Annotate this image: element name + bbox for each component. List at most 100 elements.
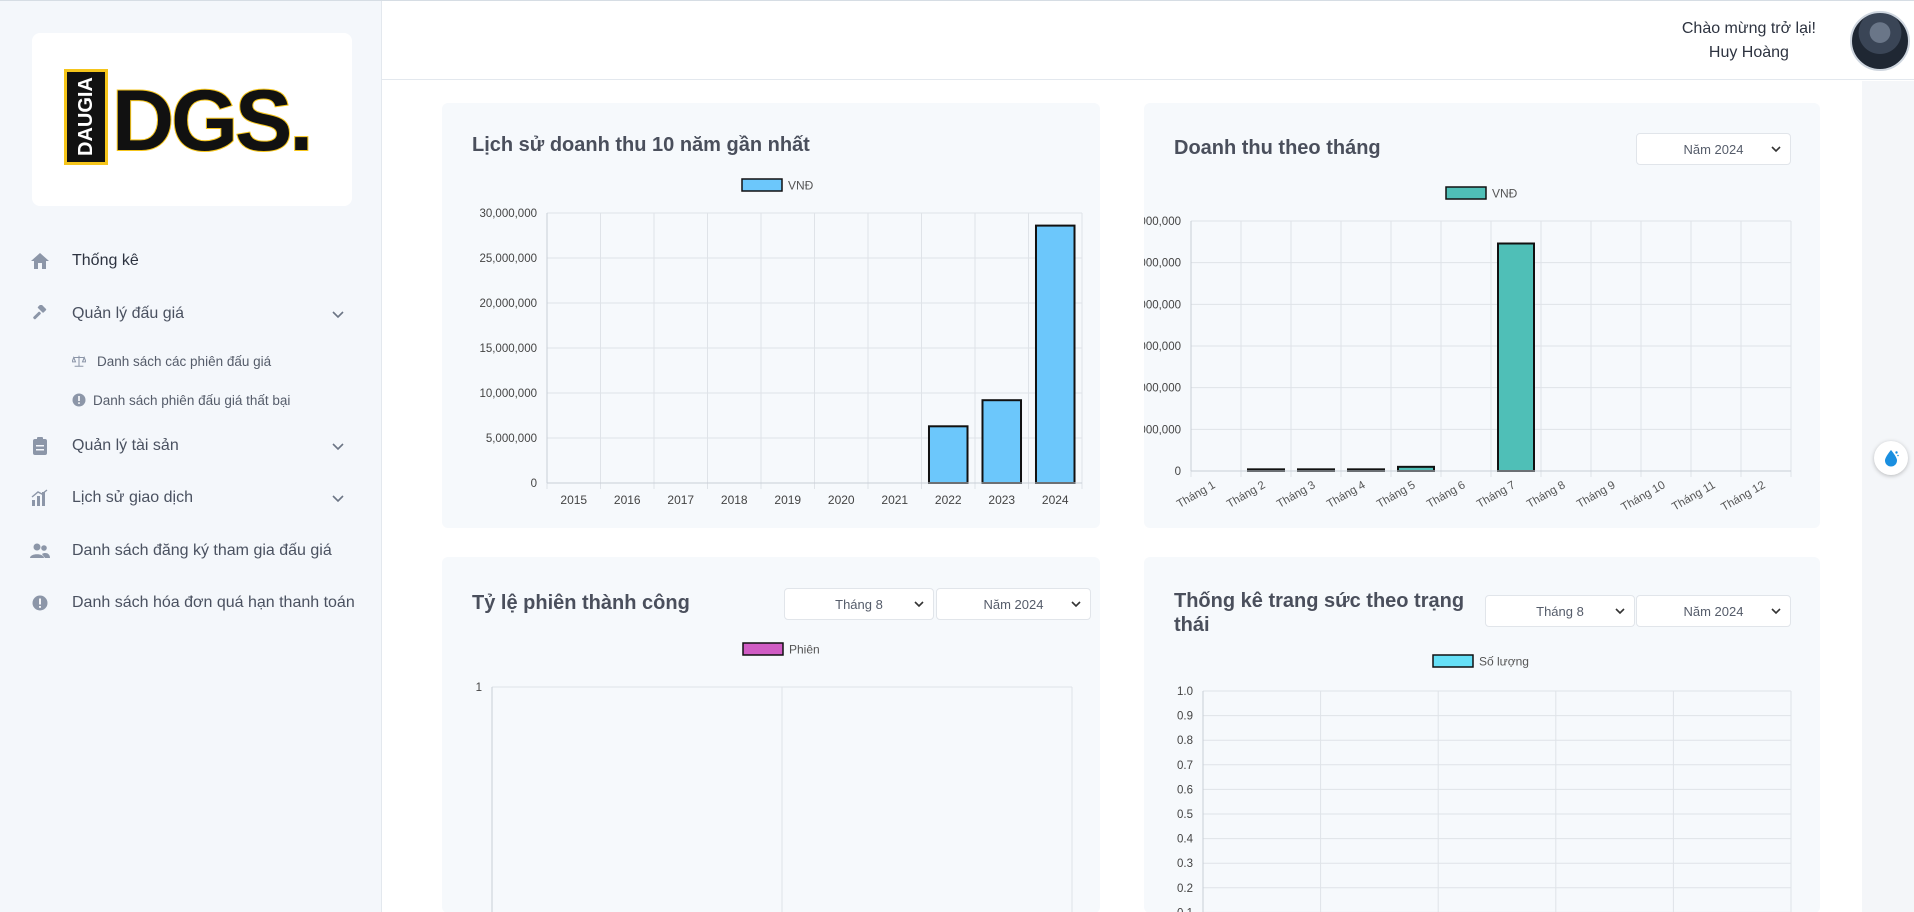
x-tick-label: 2022 [935, 493, 962, 507]
year-select-value: Năm 2024 [983, 596, 1044, 612]
users-icon [30, 541, 50, 561]
revenue-month-chart: VNĐ 0 5,000,000 10,000,000 15,000,000 20,000,… [1144, 186, 1792, 514]
year-select-value: Năm 2024 [1683, 141, 1744, 157]
sidebar-item-quan-ly-tai-san[interactable]: Quản lý tài sản [0, 426, 382, 466]
user-name: Huy Hoàng [1708, 44, 1789, 61]
chevron-down-icon[interactable] [330, 306, 346, 322]
sidebar-item-hoa-don-qua-han[interactable]: Danh sách hóa đơn quá hạn thanh toán [0, 583, 382, 623]
logo-card[interactable]: DAUGIA DGS. [32, 33, 352, 206]
x-tick-label: 2023 [988, 493, 1015, 507]
card-title: Lịch sử doanh thu 10 năm gần nhất [472, 134, 810, 156]
year-select[interactable]: Năm 2024 [1636, 133, 1791, 165]
chevron-down-icon [914, 601, 924, 608]
y-tick-label: 0.7 [1177, 760, 1193, 772]
card-title: Thống kê trang sức theo trạng thái [1174, 590, 1465, 636]
x-tick-label: Tháng 6 [1425, 479, 1468, 510]
y-tick-label: 0.2 [1177, 883, 1193, 895]
x-tick-label: Tháng 12 [1719, 479, 1767, 514]
y-tick-label: 0.4 [1177, 834, 1194, 846]
sidebar-item-label: Danh sách hóa đơn quá hạn thanh toán [72, 594, 355, 611]
card-title: Tỷ lệ phiên thành công [472, 592, 690, 614]
x-tick-label: Tháng 1 [1175, 479, 1218, 510]
top-header: Chào mừng trở lại! Huy Hoàng [382, 1, 1914, 80]
home-icon [30, 251, 50, 271]
x-tick-label: 2019 [774, 493, 801, 507]
user-greeting: Chào mừng trở lại! Huy Hoàng [1682, 17, 1816, 65]
clipboard-icon [30, 436, 50, 456]
bar [981, 399, 1023, 485]
sidebar-subitem-danh-sach-phien[interactable]: Danh sách các phiên đấu giá [0, 346, 382, 376]
sidebar-item-quan-ly-dau-gia[interactable]: Quản lý đấu giá [0, 294, 382, 334]
bar [1034, 224, 1076, 484]
month-select[interactable]: Tháng 8 [784, 588, 934, 620]
y-tick-label: 0 [1175, 466, 1181, 478]
chevron-down-icon [1615, 608, 1625, 615]
bar [1497, 242, 1535, 472]
right-scroll-strip [1862, 81, 1914, 912]
x-tick-label: 2021 [881, 493, 908, 507]
y-tick-label: 0.6 [1177, 784, 1193, 796]
card-revenue-10-years: Lịch sử doanh thu 10 năm gần nhất VNĐ 0 5,… [442, 103, 1100, 528]
legend-label: VNĐ [1492, 187, 1518, 201]
y-tick-label: 0.1 [1177, 907, 1193, 912]
sidebar-item-thong-ke[interactable]: Thống kê [0, 241, 382, 281]
x-tick-label: 2015 [560, 493, 587, 507]
y-tick-label: 0 [531, 478, 537, 490]
sidebar-item-lich-su-giao-dich[interactable]: Lịch sử giao dịch [0, 478, 382, 518]
y-tick-label: 0.9 [1177, 711, 1193, 723]
y-tick-label: 20,000,000 [1144, 299, 1181, 311]
legend-swatch [1432, 654, 1474, 668]
legend-swatch [741, 178, 783, 192]
legend-swatch [742, 642, 784, 656]
droplet-icon [1885, 450, 1899, 467]
x-tick-label: Tháng 7 [1475, 479, 1518, 510]
year-select-value: Năm 2024 [1683, 603, 1744, 619]
x-tick-label: Tháng 2 [1225, 479, 1268, 510]
jewelry-status-chart: Số lượng 0.1 0.2 0.3 0.4 0.5 0.6 0.7 0.8 0.9 1.0 [1177, 654, 1792, 912]
x-tick-label: 2018 [721, 493, 748, 507]
sidebar-item-label: Danh sách đăng ký tham gia đấu giá [72, 542, 332, 559]
month-select[interactable]: Tháng 8 [1485, 595, 1635, 627]
card-jewelry-status: Thống kê trang sức theo trạng thái Tháng… [1144, 557, 1820, 912]
legend-swatch [1445, 186, 1487, 200]
y-tick-label: 20,000,000 [479, 298, 537, 310]
x-tick-label: Tháng 8 [1525, 479, 1568, 510]
y-tick-label: 5,000,000 [486, 433, 537, 445]
year-select[interactable]: Năm 2024 [1636, 595, 1791, 627]
sidebar-subitem-phien-that-bai[interactable]: Danh sách phiên đấu giá thất bại [0, 385, 382, 415]
logo-text: DGS. [111, 72, 314, 170]
theme-toggle-button[interactable] [1874, 441, 1908, 475]
year-select[interactable]: Năm 2024 [936, 588, 1091, 620]
sidebar-item-dang-ky-tham-gia[interactable]: Danh sách đăng ký tham gia đấu giá [0, 531, 382, 571]
y-tick-label: 30,000,000 [479, 208, 537, 220]
bar [927, 425, 969, 484]
legend-label: Số lượng [1479, 655, 1529, 669]
y-tick-label: 10,000,000 [479, 388, 537, 400]
x-tick-label: Tháng 11 [1670, 479, 1717, 513]
card-title: Doanh thu theo tháng [1174, 137, 1381, 159]
sidebar-subitem-label: Danh sách các phiên đấu giá [97, 353, 272, 369]
sidebar-item-label: Thống kê [72, 252, 139, 269]
chevron-down-icon [1771, 608, 1781, 615]
x-tick-label: Tháng 9 [1575, 479, 1618, 510]
y-tick-label: 10,000,000 [1144, 383, 1181, 395]
sidebar: DAUGIA DGS. Thống kê Quản lý đấu giá [0, 1, 382, 912]
y-tick-label: 25,000,000 [1144, 258, 1181, 270]
chevron-down-icon[interactable] [330, 438, 346, 454]
chevron-down-icon [1071, 601, 1081, 608]
chevron-down-icon[interactable] [330, 490, 346, 506]
y-tick-label: 1 [476, 682, 482, 694]
info-icon [72, 393, 86, 407]
legend-label: VNĐ [788, 179, 814, 193]
avatar[interactable] [1850, 11, 1910, 71]
x-tick-label: 2024 [1042, 493, 1069, 507]
y-tick-label: 5,000,000 [1144, 424, 1181, 436]
bar [1397, 465, 1435, 473]
x-tick-label: 2017 [667, 493, 694, 507]
logo-badge: DAUGIA [64, 69, 108, 165]
greeting-text: Chào mừng trở lại! [1681, 20, 1816, 37]
x-tick-label: 2016 [614, 493, 641, 507]
y-tick-label: 1.0 [1177, 686, 1193, 698]
bar-chart-icon [30, 488, 50, 508]
chevron-down-icon [1771, 146, 1781, 153]
